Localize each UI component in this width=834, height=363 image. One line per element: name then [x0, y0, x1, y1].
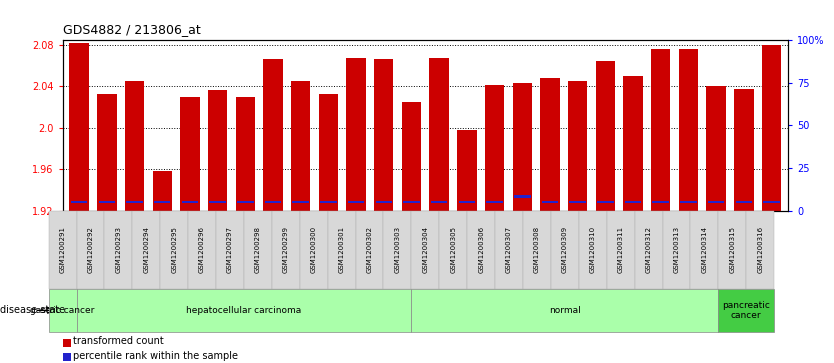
Bar — [69, 43, 89, 211]
Bar — [320, 201, 337, 203]
Text: hepatocellular carcinoma: hepatocellular carcinoma — [186, 306, 302, 315]
Bar — [734, 89, 753, 211]
Bar — [236, 97, 255, 211]
Text: GSM1200305: GSM1200305 — [450, 226, 456, 273]
Bar — [71, 201, 88, 203]
Bar — [625, 201, 641, 203]
Bar — [125, 81, 144, 211]
Bar — [708, 201, 725, 203]
Bar — [459, 201, 475, 203]
Bar — [623, 76, 643, 211]
Bar — [681, 201, 696, 203]
Bar — [98, 94, 117, 211]
Text: GSM1200297: GSM1200297 — [227, 226, 233, 273]
Bar — [431, 201, 447, 203]
Bar — [736, 201, 752, 203]
Text: GSM1200302: GSM1200302 — [366, 226, 373, 273]
Bar — [514, 195, 530, 198]
Text: pancreatic
cancer: pancreatic cancer — [722, 301, 771, 320]
Bar — [679, 49, 698, 211]
Bar — [208, 90, 228, 211]
Bar — [595, 61, 615, 211]
Bar — [264, 201, 281, 203]
Bar — [182, 201, 198, 203]
Text: GSM1200299: GSM1200299 — [283, 226, 289, 273]
Text: disease state: disease state — [0, 305, 65, 315]
Bar — [542, 201, 558, 203]
Bar — [374, 58, 394, 211]
Bar — [404, 201, 420, 203]
Bar — [430, 57, 449, 211]
Bar — [237, 201, 254, 203]
Bar — [291, 81, 310, 211]
Text: normal: normal — [549, 306, 580, 315]
Text: GSM1200295: GSM1200295 — [171, 226, 177, 273]
Bar — [153, 171, 172, 211]
Bar — [763, 201, 780, 203]
Text: GDS4882 / 213806_at: GDS4882 / 213806_at — [63, 23, 200, 36]
Bar — [652, 201, 669, 203]
Bar — [180, 97, 199, 211]
Bar — [486, 201, 503, 203]
Text: GSM1200309: GSM1200309 — [562, 226, 568, 273]
Bar — [402, 102, 421, 211]
Text: GSM1200298: GSM1200298 — [255, 226, 261, 273]
Text: GSM1200296: GSM1200296 — [199, 226, 205, 273]
Text: gastric cancer: gastric cancer — [30, 306, 95, 315]
Text: GSM1200311: GSM1200311 — [618, 226, 624, 273]
Text: GSM1200312: GSM1200312 — [646, 226, 651, 273]
Bar — [154, 201, 170, 203]
Bar — [457, 130, 476, 211]
Text: GSM1200315: GSM1200315 — [729, 226, 736, 273]
Bar — [375, 201, 392, 203]
Bar — [485, 85, 505, 211]
Text: GSM1200300: GSM1200300 — [311, 226, 317, 273]
Text: GSM1200291: GSM1200291 — [59, 226, 66, 273]
Bar — [126, 201, 143, 203]
Bar — [570, 201, 586, 203]
Bar — [651, 49, 671, 211]
Bar — [98, 201, 115, 203]
Text: GSM1200314: GSM1200314 — [701, 226, 707, 273]
Text: GSM1200304: GSM1200304 — [422, 226, 429, 273]
Text: transformed count: transformed count — [73, 336, 163, 346]
Text: GSM1200308: GSM1200308 — [534, 226, 540, 273]
Bar — [568, 81, 587, 211]
Bar — [348, 201, 364, 203]
Bar — [319, 94, 338, 211]
Bar — [540, 78, 560, 211]
Text: GSM1200293: GSM1200293 — [115, 226, 122, 273]
Bar — [209, 201, 226, 203]
Bar — [597, 201, 614, 203]
Bar — [346, 57, 366, 211]
Text: GSM1200310: GSM1200310 — [590, 226, 595, 273]
Bar — [264, 58, 283, 211]
Text: GSM1200294: GSM1200294 — [143, 226, 149, 273]
Text: percentile rank within the sample: percentile rank within the sample — [73, 351, 238, 361]
Text: GSM1200307: GSM1200307 — [506, 226, 512, 273]
Text: GSM1200301: GSM1200301 — [339, 226, 344, 273]
Bar — [761, 45, 781, 211]
Text: GSM1200313: GSM1200313 — [674, 226, 680, 273]
Bar — [293, 201, 309, 203]
Bar — [513, 83, 532, 211]
Text: GSM1200316: GSM1200316 — [757, 226, 763, 273]
Text: GSM1200292: GSM1200292 — [88, 226, 93, 273]
Bar — [706, 86, 726, 211]
Text: GSM1200306: GSM1200306 — [478, 226, 485, 273]
Text: GSM1200303: GSM1200303 — [394, 226, 400, 273]
